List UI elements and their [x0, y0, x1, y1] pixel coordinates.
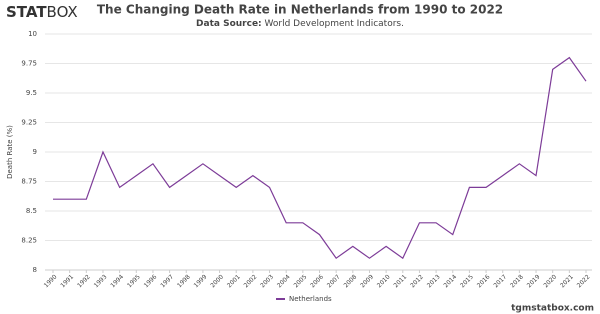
y-tick-label: 10: [28, 30, 37, 38]
x-tick-label: 2001: [226, 273, 242, 289]
x-tick-label: 2004: [276, 273, 292, 289]
logo-light: BOX: [47, 3, 78, 21]
legend-label: Netherlands: [289, 295, 332, 303]
x-tick-label: 1996: [143, 273, 159, 289]
logo: STATBOX: [6, 3, 78, 21]
x-tick-label: 1993: [93, 273, 109, 289]
x-tick-label: 2012: [409, 273, 425, 289]
x-tick-label: 2011: [393, 273, 409, 289]
x-tick-label: 1994: [109, 273, 125, 289]
y-tick-label: 8.75: [21, 178, 37, 186]
y-tick-label: 9.5: [26, 89, 37, 97]
x-tick-label: 2003: [259, 273, 275, 289]
x-tick-label: 2014: [442, 273, 458, 289]
x-tick-label: 2022: [576, 273, 592, 289]
x-tick-label: 1998: [176, 273, 192, 289]
subtitle-label: Data Source:: [196, 19, 262, 29]
logo-bold: STAT: [6, 3, 47, 21]
x-tick-label: 2006: [309, 273, 325, 289]
x-tick-label: 2000: [209, 273, 225, 289]
x-tick-label: 2019: [526, 273, 542, 289]
x-tick-label: 2016: [476, 273, 492, 289]
x-tick-label: 2002: [243, 273, 259, 289]
x-tick-label: 2021: [559, 273, 575, 289]
y-tick-label: 9.75: [21, 60, 37, 68]
x-tick-label: 1992: [76, 273, 92, 289]
y-tick-label: 8.25: [21, 237, 37, 245]
y-tick-label: 8: [33, 266, 37, 274]
x-tick-label: 1995: [126, 273, 142, 289]
line: [53, 56, 587, 260]
y-tick-label: 9: [33, 148, 37, 156]
x-tick-label: 2007: [326, 273, 342, 289]
x-tick-label: 1999: [193, 273, 209, 289]
x-tick-label: 2020: [542, 273, 558, 289]
x-tick-label: 2013: [426, 273, 442, 289]
x-tick-label: 1990: [43, 273, 59, 289]
x-tick-label: 2008: [343, 273, 359, 289]
y-axis-label: Death Rate (%): [6, 125, 14, 179]
subtitle-text: World Development Indicators.: [265, 19, 404, 29]
footer: tgmstatbox.com: [511, 304, 594, 314]
x-tick-label: 2015: [459, 273, 475, 289]
x-tick-label: 2005: [293, 273, 309, 289]
subtitle: Data Source: World Development Indicator…: [196, 19, 404, 29]
x-tick-label: 1997: [159, 273, 175, 289]
y-tick-label: 8.5: [26, 207, 37, 215]
x-tick-label: 2010: [376, 273, 392, 289]
x-tick-label: 2017: [492, 273, 508, 289]
x-tick-label: 1991: [59, 273, 75, 289]
x-tick-label: 2018: [509, 273, 525, 289]
x-tick-label: 2009: [359, 273, 375, 289]
chart-title: The Changing Death Rate in Netherlands f…: [97, 3, 503, 17]
y-tick-label: 9.25: [21, 119, 37, 127]
